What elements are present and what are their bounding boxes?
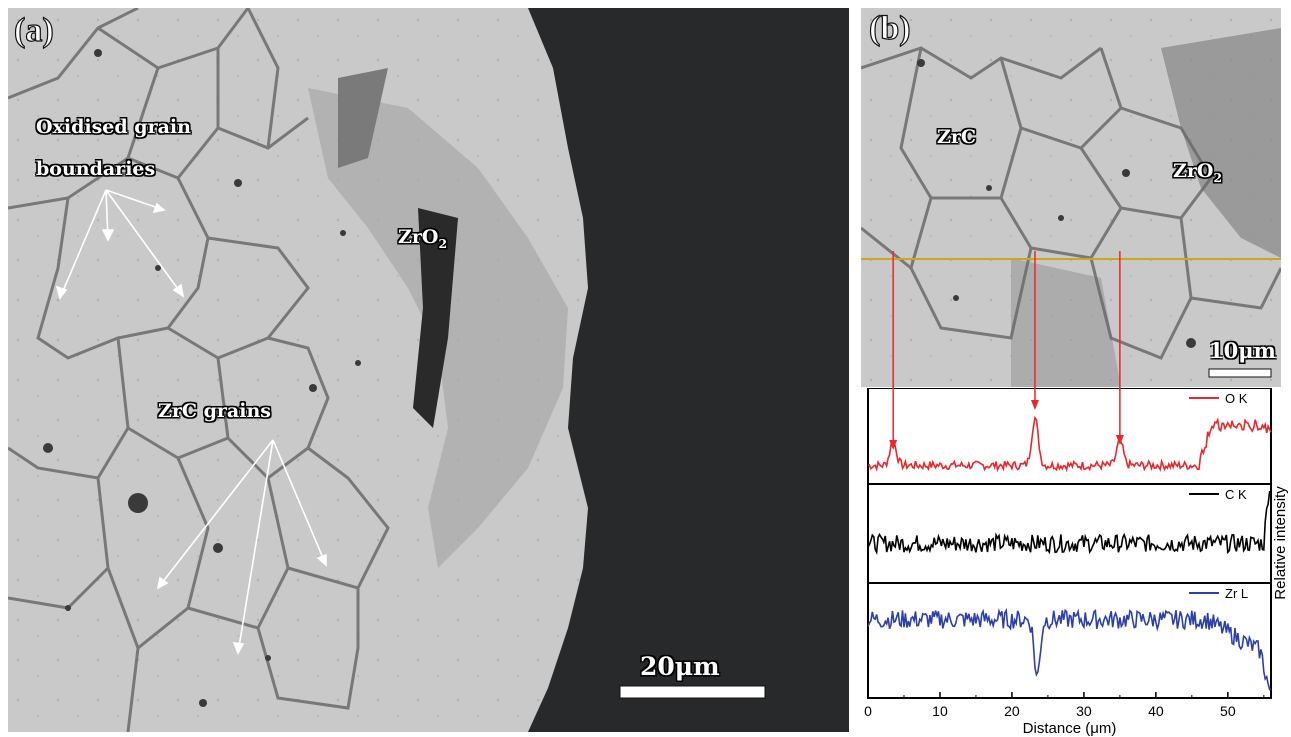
legend-label: C K (1225, 487, 1247, 502)
x-tick-label: 50 (1220, 703, 1236, 719)
label-boundaries-line1: Oxidised grain (36, 116, 191, 138)
label-zro2-a: ZrO2 (398, 226, 448, 251)
scale-label-a: 20μm (640, 652, 720, 681)
label-boundaries-line2: boundaries (36, 158, 156, 180)
legend-label: Zr L (1225, 586, 1248, 601)
line-scan-chart: 0 10 20 30 40 50 Distance (μm) Relative intensi… (864, 388, 1289, 737)
label-zro2-b: ZrO2 (1173, 160, 1223, 185)
x-tick-label: 40 (1148, 703, 1164, 719)
scale-bar-b (1208, 368, 1272, 378)
label-zrc-b: ZrC (937, 126, 977, 148)
legend-label: O K (1225, 391, 1248, 406)
series-line-2 (867, 607, 1272, 691)
x-tick-label: 0 (864, 703, 872, 719)
sem-image-a: (a) Oxidised grain boundaries ZrO2 ZrC g… (8, 8, 849, 732)
sem-micrograph-b (861, 8, 1281, 387)
sem-micrograph-a (8, 8, 849, 732)
scale-label-b: 10μm (1209, 338, 1276, 363)
x-tick-label: 20 (1004, 703, 1020, 719)
boundary-arrows (55, 189, 185, 300)
label-zrc-grains: ZrC grains (158, 400, 271, 422)
y-axis-label: Relative intensity (1272, 486, 1289, 600)
series-line-0 (867, 415, 1272, 473)
series-line-1 (867, 491, 1271, 556)
x-tick-label: 10 (932, 703, 948, 719)
grain-arrows (156, 439, 327, 655)
x-axis-label: Distance (μm) (1023, 720, 1117, 737)
x-tick-label: 30 (1076, 703, 1092, 719)
panel-tag-b: (b) (868, 9, 911, 47)
connector-arrowhead (889, 440, 898, 450)
panel-tag-a: (a) (13, 11, 54, 49)
sem-image-b: (b) ZrC ZrO2 10μm (861, 8, 1281, 387)
connector-arrowhead (1115, 435, 1124, 445)
connector-arrows (889, 251, 1124, 450)
scale-bar-a (619, 685, 766, 699)
connector-arrowhead (1030, 400, 1039, 410)
plot-frame (867, 388, 1272, 699)
